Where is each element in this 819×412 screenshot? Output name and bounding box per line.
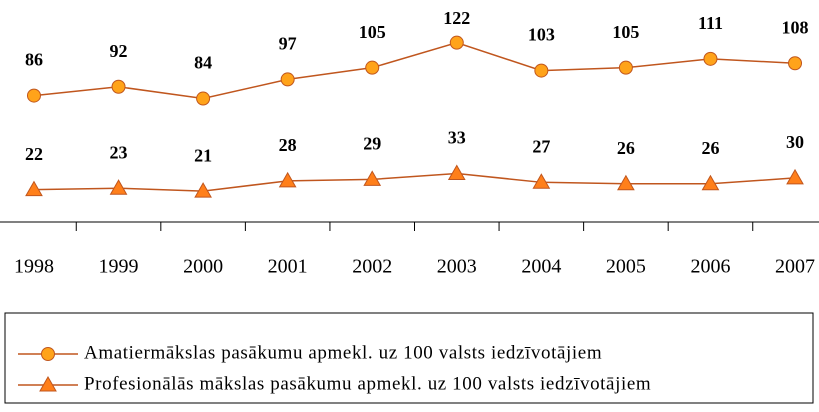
x-tick-label: 2003 [437,256,477,278]
data-point [534,63,549,78]
x-tick-label: 2007 [775,256,815,278]
legend-box [4,312,814,404]
data-point [194,182,212,198]
data-point [365,60,380,75]
data-point [111,79,126,94]
data-label: 105 [612,22,639,42]
legend-label: Profesionālās mākslas pasākumu apmekl. u… [84,373,651,394]
data-point [196,91,211,106]
data-point [447,164,466,180]
data-label: 122 [443,8,470,28]
x-tick-label: 2006 [690,256,730,278]
data-label: 30 [786,132,804,152]
x-tick-label: 2001 [268,256,308,278]
data-label: 23 [110,142,128,162]
data-label: 86 [25,50,43,70]
series-line [33,172,796,192]
legend-marker [41,347,55,361]
x-tick-label: 2002 [352,256,392,278]
data-point [701,174,720,191]
x-tick-label: 2005 [606,256,646,278]
series-line [33,41,796,100]
x-tick-label: 1999 [99,256,139,278]
data-label: 26 [701,138,719,158]
x-tick-label: 1998 [14,256,54,278]
data-label: 27 [532,136,550,156]
data-label: 26 [617,138,635,158]
data-label: 33 [448,128,466,148]
legend-marker [39,375,57,392]
x-tick-label: 2004 [521,256,561,278]
data-label: 92 [110,41,128,61]
data-label: 29 [363,133,381,153]
legend-label: Amatiermākslas pasākumu apmekl. uz 100 v… [84,342,602,363]
data-point [532,173,551,189]
data-point [786,168,804,185]
data-point [109,179,128,195]
data-point [363,170,382,186]
x-tick-label: 2000 [183,256,223,278]
data-point [788,56,803,71]
data-label: 28 [279,135,297,155]
data-point [278,171,297,188]
data-point [25,180,43,197]
data-point [618,60,633,75]
data-point [617,174,635,191]
data-label: 111 [698,13,723,33]
data-label: 21 [194,145,212,165]
data-label: 97 [279,34,297,54]
data-label: 84 [194,53,212,73]
data-label: 105 [359,22,386,42]
data-label: 108 [782,17,809,37]
data-point [280,72,295,87]
data-label: 103 [528,25,555,45]
data-point [449,35,464,50]
data-point [26,88,41,103]
data-label: 22 [25,144,43,164]
data-point [703,51,718,66]
